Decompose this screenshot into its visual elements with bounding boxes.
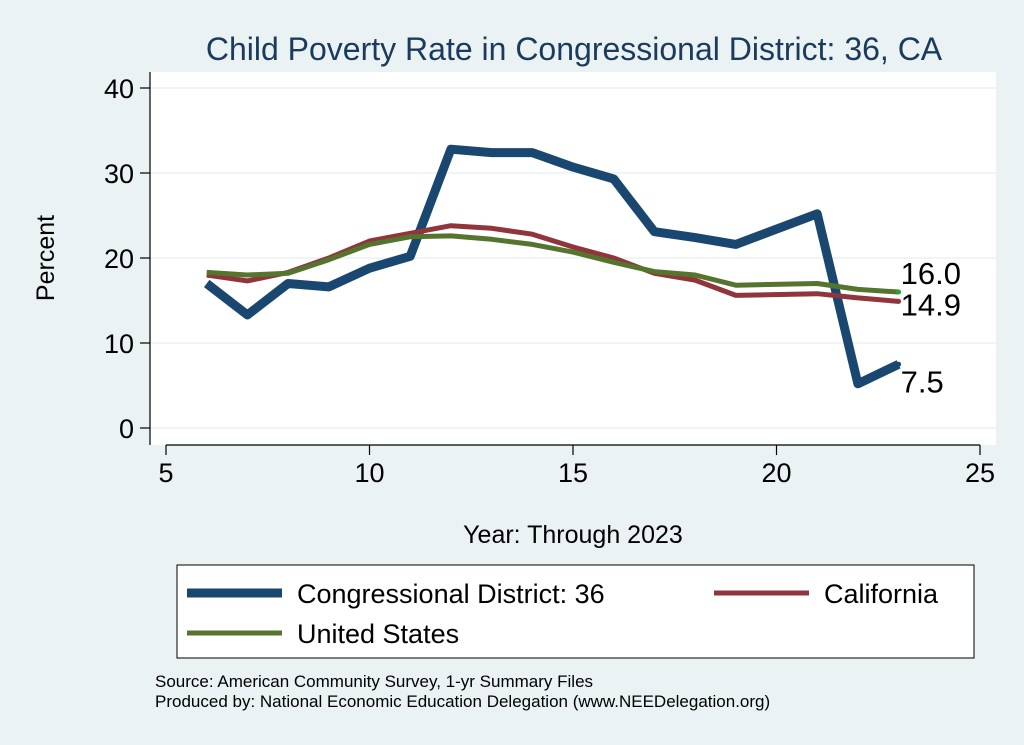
end-label-0: 7.5 (901, 364, 944, 399)
legend-label-district: Congressional District: 36 (297, 579, 605, 609)
series-line-2 (206, 233, 899, 295)
y-tick-label: 20 (104, 244, 134, 274)
x-tick-label: 15 (558, 458, 588, 488)
x-axis-label: Year: Through 2023 (463, 521, 683, 549)
legend-box (176, 564, 975, 659)
y-tick-label: 40 (104, 74, 134, 104)
end-label-1: 14.9 (901, 287, 961, 322)
end-labels: 7.5 14.916.0 (901, 256, 961, 399)
grid (150, 87, 996, 429)
end-label-2: 16.0 (901, 256, 961, 291)
y-tick-label: 10 (104, 329, 134, 359)
series-endpoint-1 (896, 298, 902, 304)
legend-label-california: California (824, 579, 939, 609)
series-endpoint-2 (896, 289, 902, 295)
y-tick-label: 30 (104, 159, 134, 189)
producer-note: Produced by: National Economic Education… (155, 692, 771, 711)
chart-title: Child Poverty Rate in Congressional Dist… (206, 31, 943, 67)
y-tick-label: 0 (119, 414, 134, 444)
legend: Congressional District: 36 California Un… (176, 564, 975, 659)
x-tick-label: 20 (761, 458, 791, 488)
series-line-0 (203, 144, 901, 389)
legend-label-us: United States (297, 619, 459, 649)
y-ticks: 0 10 20 30 40 (104, 74, 150, 444)
series-lines (203, 144, 902, 389)
x-tick-label: 10 (354, 458, 384, 488)
x-tick-label: 5 (158, 458, 173, 488)
series-endpoint-0 (896, 361, 902, 367)
source-note: Source: American Community Survey, 1-yr … (155, 672, 594, 691)
x-tick-label: 25 (965, 458, 995, 488)
y-axis-label: Percent (32, 215, 60, 301)
x-ticks: 5 10 15 20 25 (158, 445, 995, 488)
